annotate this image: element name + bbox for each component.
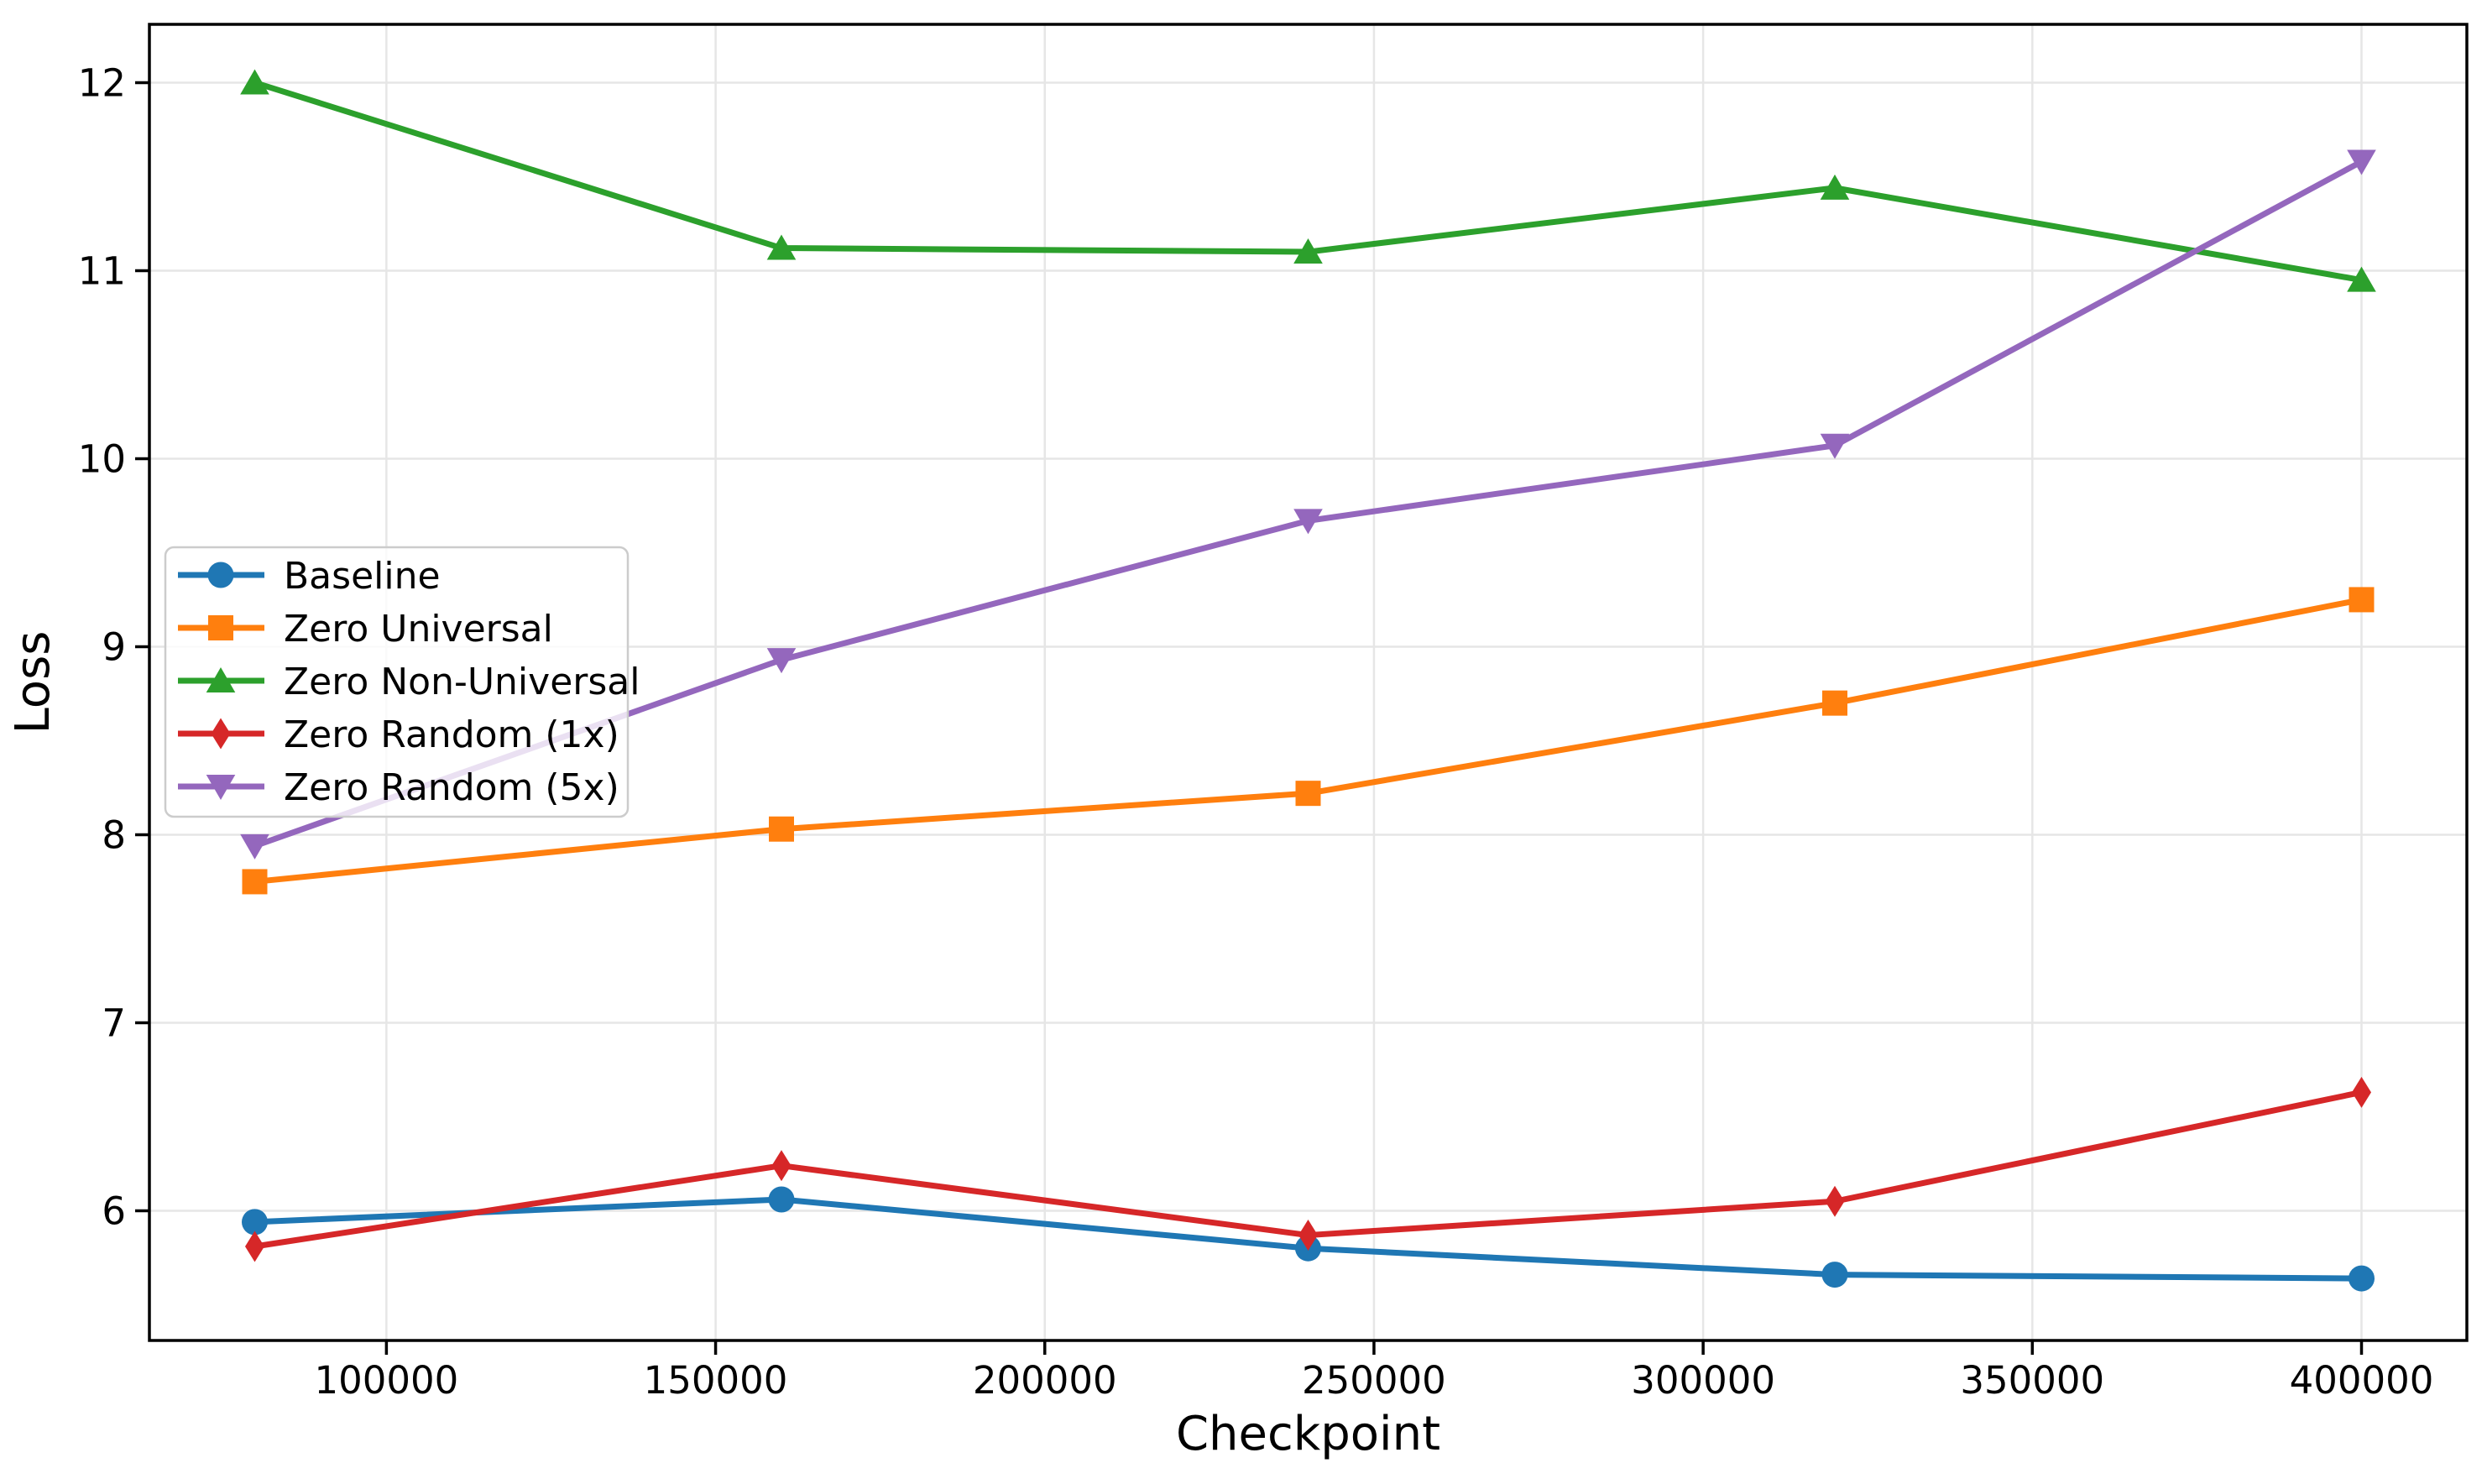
x-axis-label: Checkpoint [1176, 1407, 1440, 1461]
marker-zero-random-5x [2347, 149, 2376, 175]
y-axis-label: Loss [6, 631, 60, 734]
series-zero-non-universal [240, 69, 2376, 292]
marker-zero-random-1x [2352, 1076, 2371, 1108]
marker-zero-universal [1295, 781, 1321, 807]
marker-zero-universal [2349, 587, 2375, 613]
marker-zero-universal [769, 816, 794, 842]
marker-zero-random-5x [1820, 433, 1850, 459]
x-tick-label: 200000 [973, 1358, 1117, 1403]
y-tick-label: 10 [78, 436, 126, 481]
legend-entry-baseline: Baseline [178, 555, 441, 598]
x-tick-label: 350000 [1960, 1358, 2104, 1403]
legend-label: Zero Random (1x) [284, 713, 619, 756]
y-tick-label: 9 [102, 624, 126, 669]
legend: Baseline Zero Universal Zero Non-Universal… [164, 546, 640, 818]
y-tick-label: 8 [102, 813, 126, 857]
legend-label: Baseline [284, 555, 441, 598]
y-tick-label: 6 [102, 1189, 126, 1233]
legend-label: Zero Universal [284, 608, 553, 651]
legend-label: Zero Random (5x) [284, 766, 619, 809]
marker-zero-random-1x [245, 1231, 264, 1262]
series-layer [240, 69, 2376, 1292]
legend-marker-triangle-up [206, 667, 236, 692]
plot-frame [148, 23, 2469, 1342]
legend-entry-zero-random-1x: Zero Random (1x) [178, 713, 619, 756]
legend-label: Zero Non-Universal [284, 661, 640, 703]
marker-zero-random-1x [1298, 1220, 1318, 1251]
legend-entry-zero-random-5x: Zero Random (5x) [178, 766, 619, 809]
legend-marker-circle [207, 562, 234, 588]
x-tick-label: 100000 [314, 1358, 458, 1403]
marker-zero-random-1x [1825, 1185, 1845, 1217]
x-tick-label: 150000 [644, 1358, 788, 1403]
marker-zero-universal [1822, 690, 1847, 716]
legend-marker-square [208, 615, 233, 640]
marker-baseline [768, 1186, 795, 1213]
series-zero-random-1x [245, 1076, 2371, 1262]
y-tick-label: 7 [102, 1001, 126, 1045]
marker-zero-random-5x [766, 648, 797, 674]
y-tick-label: 12 [78, 60, 126, 105]
marker-zero-universal [242, 869, 268, 895]
series-zero-universal [242, 587, 2375, 895]
marker-zero-non-universal [1820, 174, 1850, 200]
marker-zero-non-universal [2347, 266, 2376, 292]
legend-marker-triangle-down [206, 775, 236, 800]
marker-zero-non-universal [766, 234, 797, 260]
marker-zero-non-universal [240, 69, 269, 95]
marker-baseline [2349, 1265, 2375, 1292]
y-tick-label: 11 [78, 248, 126, 293]
legend-marker-thin-diamond [211, 718, 231, 750]
marker-baseline [242, 1209, 268, 1236]
marker-zero-non-universal [1293, 238, 1323, 264]
marker-baseline [1821, 1262, 1848, 1288]
marker-zero-random-5x [240, 833, 269, 860]
legend-box [164, 546, 630, 818]
legend-entry-zero-non-universal: Zero Non-Universal [178, 661, 640, 703]
x-tick-label: 250000 [1302, 1358, 1446, 1403]
marker-zero-random-1x [771, 1150, 792, 1182]
axes-layer: 100000 150000 200000 250000 300000 350000 4000… [78, 23, 2469, 1403]
legend-entry-zero-universal: Zero Universal [178, 608, 553, 651]
x-tick-label: 400000 [2290, 1358, 2434, 1403]
marker-zero-random-5x [1293, 509, 1323, 535]
x-tick-label: 300000 [1631, 1358, 1775, 1403]
